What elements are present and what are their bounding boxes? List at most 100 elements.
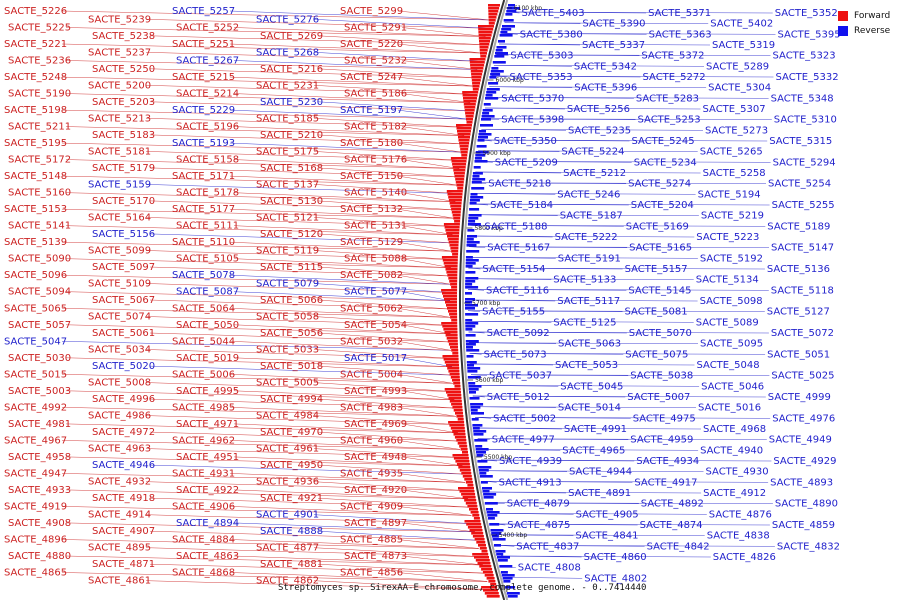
- gene-label[interactable]: SACTE_5118: [771, 285, 834, 296]
- gene-label[interactable]: SACTE_5194: [698, 189, 761, 200]
- gene-label[interactable]: SACTE_5095: [700, 339, 763, 350]
- gene-label[interactable]: SACTE_4841: [575, 531, 638, 542]
- gene-label[interactable]: SACTE_5155: [482, 307, 545, 318]
- gene-label[interactable]: SACTE_4977: [492, 435, 555, 446]
- gene-label[interactable]: SACTE_5056: [260, 328, 323, 339]
- gene-label[interactable]: SACTE_5188: [484, 221, 547, 232]
- gene-label[interactable]: SACTE_5234: [634, 157, 697, 168]
- gene-label[interactable]: SACTE_5048: [697, 360, 760, 371]
- gene-label[interactable]: SACTE_5235: [568, 125, 631, 136]
- gene-label[interactable]: SACTE_5008: [88, 378, 151, 389]
- gene-label[interactable]: SACTE_4907: [92, 526, 155, 537]
- gene-label[interactable]: SACTE_5239: [88, 14, 151, 25]
- gene-label[interactable]: SACTE_5213: [88, 113, 151, 124]
- gene-label[interactable]: SACTE_5046: [701, 381, 764, 392]
- gene-label[interactable]: SACTE_5132: [340, 204, 403, 215]
- gene-label[interactable]: SACTE_4865: [4, 568, 67, 579]
- gene-label[interactable]: SACTE_4920: [344, 485, 407, 496]
- gene-label[interactable]: SACTE_5109: [88, 279, 151, 290]
- gene-label[interactable]: SACTE_5252: [176, 23, 239, 34]
- gene-label[interactable]: SACTE_4968: [703, 424, 766, 435]
- gene-label[interactable]: SACTE_5395: [778, 29, 841, 40]
- gene-label[interactable]: SACTE_4939: [499, 456, 562, 467]
- gene-label[interactable]: SACTE_5294: [773, 157, 836, 168]
- gene-label[interactable]: SACTE_4984: [256, 411, 319, 422]
- gene-label[interactable]: SACTE_4894: [176, 518, 239, 529]
- gene-label[interactable]: SACTE_5167: [487, 243, 550, 254]
- gene-label[interactable]: SACTE_5226: [4, 6, 67, 17]
- gene-label[interactable]: SACTE_4965: [562, 445, 625, 456]
- gene-label[interactable]: SACTE_5070: [629, 328, 692, 339]
- gene-label[interactable]: SACTE_5077: [344, 287, 407, 298]
- gene-label[interactable]: SACTE_5224: [561, 147, 624, 158]
- gene-label[interactable]: SACTE_4921: [260, 493, 323, 504]
- gene-label[interactable]: SACTE_5216: [260, 64, 323, 75]
- gene-label[interactable]: SACTE_5267: [176, 56, 239, 67]
- gene-label[interactable]: SACTE_4975: [633, 413, 696, 424]
- gene-label[interactable]: SACTE_5272: [643, 72, 706, 83]
- gene-label[interactable]: SACTE_5250: [92, 64, 155, 75]
- gene-label[interactable]: SACTE_5396: [574, 83, 637, 94]
- gene-label[interactable]: SACTE_5178: [176, 188, 239, 199]
- gene-label[interactable]: SACTE_5094: [8, 287, 71, 298]
- gene-label[interactable]: SACTE_5337: [582, 40, 645, 51]
- gene-label[interactable]: SACTE_4876: [709, 509, 772, 520]
- gene-label[interactable]: SACTE_5353: [510, 72, 573, 83]
- gene-label[interactable]: SACTE_4897: [344, 518, 407, 529]
- gene-label[interactable]: SACTE_4961: [256, 444, 319, 455]
- gene-label[interactable]: SACTE_5062: [340, 303, 403, 314]
- gene-label[interactable]: SACTE_4896: [4, 535, 67, 546]
- gene-label[interactable]: SACTE_5269: [260, 31, 323, 42]
- gene-label[interactable]: SACTE_5195: [4, 138, 67, 149]
- gene-label[interactable]: SACTE_5251: [172, 39, 235, 50]
- gene-label[interactable]: SACTE_4963: [88, 444, 151, 455]
- gene-label[interactable]: SACTE_5050: [176, 320, 239, 331]
- gene-label[interactable]: SACTE_5165: [629, 243, 692, 254]
- gene-label[interactable]: SACTE_5004: [340, 369, 403, 380]
- gene-label[interactable]: SACTE_5225: [8, 23, 71, 34]
- gene-label[interactable]: SACTE_5119: [256, 246, 319, 257]
- gene-label[interactable]: SACTE_5025: [771, 371, 834, 382]
- gene-label[interactable]: SACTE_5032: [340, 336, 403, 347]
- gene-label[interactable]: SACTE_4905: [576, 509, 639, 520]
- gene-label[interactable]: SACTE_4947: [4, 468, 67, 479]
- gene-label[interactable]: SACTE_5248: [4, 72, 67, 83]
- gene-label[interactable]: SACTE_5018: [260, 361, 323, 372]
- gene-label[interactable]: SACTE_5120: [260, 229, 323, 240]
- gene-label[interactable]: SACTE_5139: [4, 237, 67, 248]
- gene-label[interactable]: SACTE_4940: [700, 445, 763, 456]
- gene-label[interactable]: SACTE_5268: [256, 47, 319, 58]
- gene-label[interactable]: SACTE_4935: [340, 468, 403, 479]
- gene-label[interactable]: SACTE_4856: [340, 568, 403, 579]
- gene-label[interactable]: SACTE_5096: [4, 270, 67, 281]
- gene-label[interactable]: SACTE_5150: [340, 171, 403, 182]
- gene-label[interactable]: SACTE_4919: [4, 501, 67, 512]
- gene-label[interactable]: SACTE_5148: [4, 171, 67, 182]
- gene-label[interactable]: SACTE_4936: [256, 477, 319, 488]
- gene-label[interactable]: SACTE_5058: [256, 312, 319, 323]
- gene-label[interactable]: SACTE_4908: [8, 518, 71, 529]
- gene-label[interactable]: SACTE_5265: [700, 147, 763, 158]
- gene-label[interactable]: SACTE_5003: [8, 386, 71, 397]
- gene-label[interactable]: SACTE_5159: [88, 179, 151, 190]
- gene-label[interactable]: SACTE_5179: [92, 163, 155, 174]
- gene-label[interactable]: SACTE_4912: [703, 488, 766, 499]
- gene-label[interactable]: SACTE_5130: [260, 196, 323, 207]
- gene-label[interactable]: SACTE_5303: [510, 51, 573, 62]
- gene-label[interactable]: SACTE_4944: [569, 467, 632, 478]
- gene-label[interactable]: SACTE_5273: [705, 125, 768, 136]
- gene-label[interactable]: SACTE_5209: [495, 157, 558, 168]
- gene-label[interactable]: SACTE_5033: [256, 345, 319, 356]
- gene-label[interactable]: SACTE_5030: [8, 353, 71, 364]
- gene-label[interactable]: SACTE_4826: [713, 552, 776, 563]
- gene-label[interactable]: SACTE_5111: [176, 221, 239, 232]
- gene-label[interactable]: SACTE_5403: [522, 8, 585, 19]
- gene-label[interactable]: SACTE_4986: [88, 411, 151, 422]
- gene-label[interactable]: SACTE_5153: [4, 204, 67, 215]
- gene-label[interactable]: SACTE_5200: [88, 80, 151, 91]
- gene-label[interactable]: SACTE_4948: [344, 452, 407, 463]
- gene-label[interactable]: SACTE_4970: [260, 427, 323, 438]
- gene-label[interactable]: SACTE_4906: [172, 501, 235, 512]
- gene-label[interactable]: SACTE_4918: [92, 493, 155, 504]
- gene-label[interactable]: SACTE_5137: [256, 179, 319, 190]
